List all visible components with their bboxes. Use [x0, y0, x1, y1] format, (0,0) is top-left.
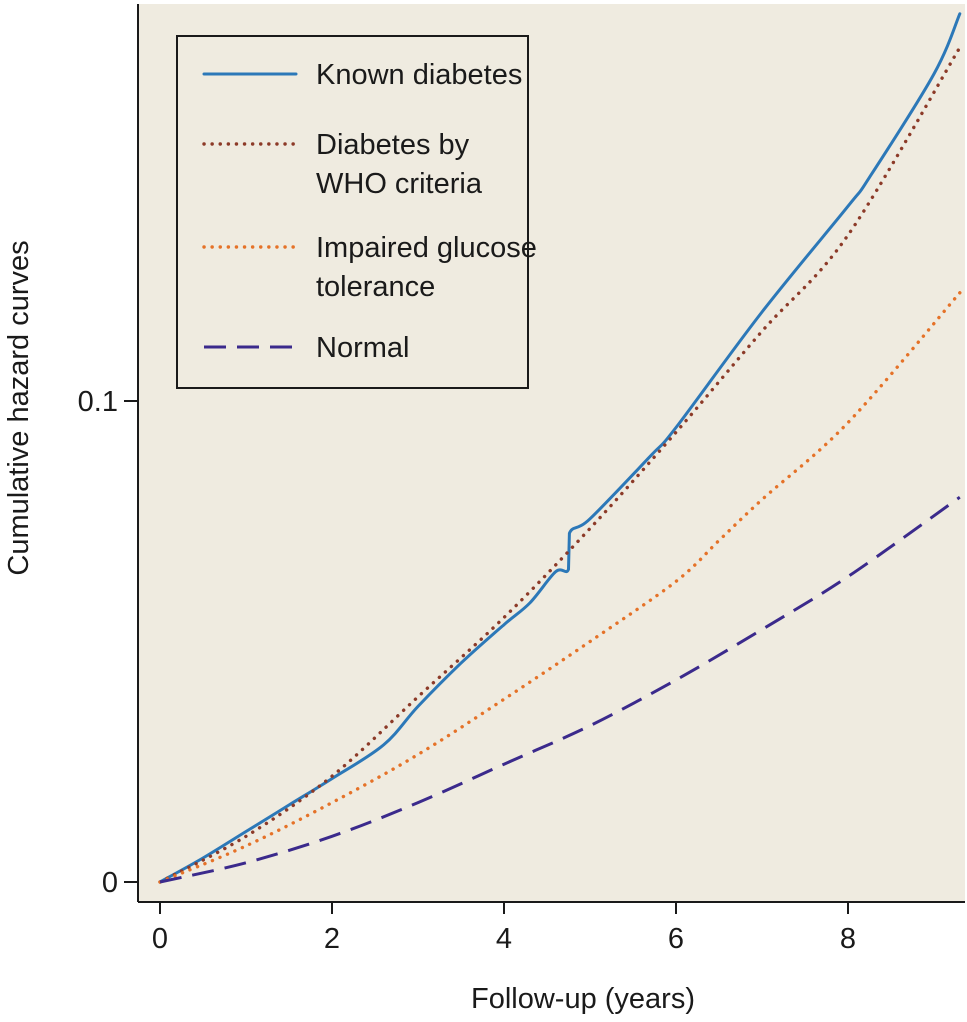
series-line-impaired-glucose-tolerance [158, 291, 962, 884]
x-tick-label: 4 [496, 923, 512, 955]
y-tick-label: 0.1 [78, 386, 118, 418]
series-line-known-diabetes [158, 12, 962, 884]
legend: Known diabetes Diabetes by WHO criteria Imp… [176, 35, 537, 389]
x-axis-title: Follow-up (years) [471, 983, 695, 1015]
x-tick-label: 2 [324, 923, 340, 955]
series-line-normal [159, 495, 961, 884]
ticks-layer: 0 2 4 6 8 0 0.1 [78, 386, 856, 955]
series-line-diabetes-by-who-criteria [158, 45, 962, 884]
plot-background [138, 4, 965, 902]
y-tick-label: 0 [102, 867, 118, 899]
x-tick-label: 6 [668, 923, 684, 955]
y-axis-title: Cumulative hazard curves [3, 240, 35, 575]
x-tick-label: 8 [840, 923, 856, 955]
series-layer [158, 12, 962, 884]
legend-frame [176, 35, 529, 389]
legend-label: Impaired glucose [316, 232, 537, 264]
legend-label: tolerance [316, 271, 435, 303]
legend-label: Known diabetes [316, 59, 522, 91]
legend-label: Diabetes by [316, 129, 470, 161]
x-tick-label: 0 [152, 923, 168, 955]
legend-label: WHO criteria [316, 168, 483, 200]
legend-label: Normal [316, 332, 409, 364]
